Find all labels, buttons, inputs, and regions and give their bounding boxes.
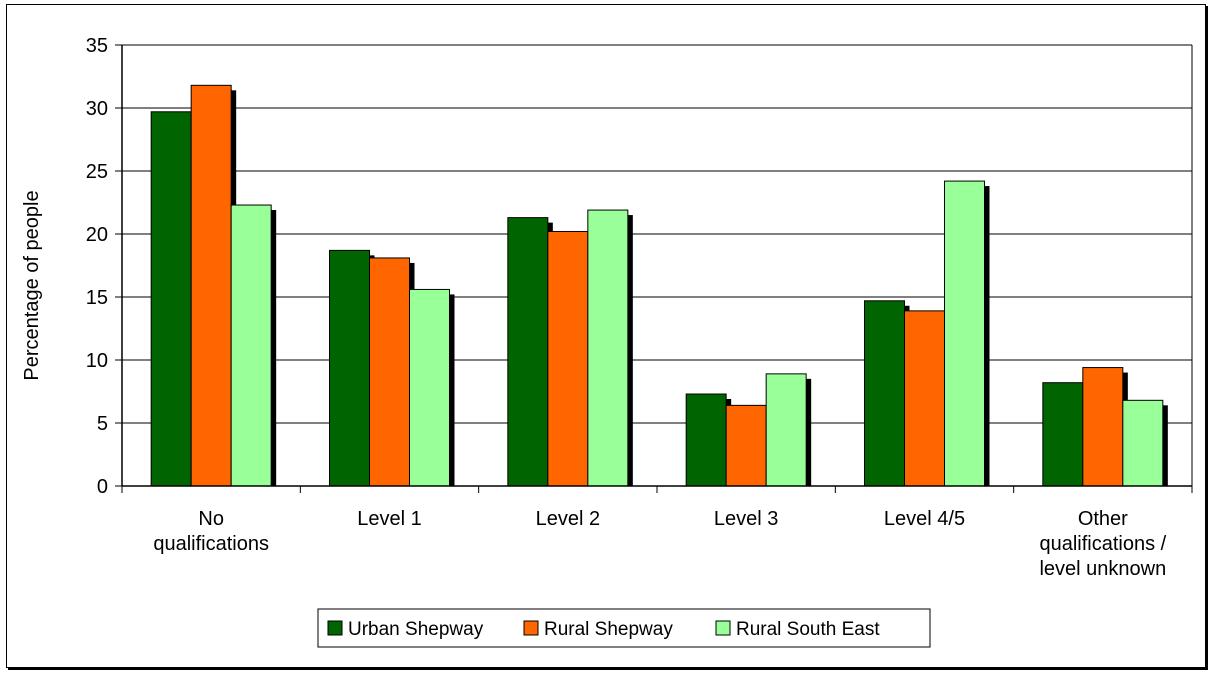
bar bbox=[1082, 367, 1124, 487]
legend-label: Rural South East bbox=[736, 619, 880, 640]
bar bbox=[329, 249, 370, 487]
y-tick-labels: 0 5 10 15 20 25 30 35 bbox=[86, 35, 108, 498]
category-label: Level 3 bbox=[714, 508, 779, 530]
bar bbox=[369, 257, 410, 487]
legend-swatch bbox=[327, 620, 343, 636]
bar bbox=[587, 209, 629, 487]
y-tick-label: 15 bbox=[86, 287, 108, 309]
legend-label: Urban Shepway bbox=[348, 619, 484, 640]
y-tick-label: 25 bbox=[86, 161, 108, 183]
y-tick-label: 0 bbox=[97, 476, 108, 498]
category-labels: No qualifications Level 1 Level 2 Level 3 Lev… bbox=[153, 508, 1166, 580]
y-tick-label: 35 bbox=[86, 35, 108, 57]
category-label: Other bbox=[1078, 508, 1128, 530]
legend-label: Rural Shepway bbox=[544, 619, 673, 640]
bar bbox=[507, 217, 549, 487]
category-label: qualifications bbox=[153, 533, 269, 555]
y-axis-title: Percentage of people bbox=[21, 190, 43, 380]
legend-box bbox=[317, 608, 931, 648]
legend-swatch bbox=[715, 620, 731, 636]
bar bbox=[409, 288, 450, 487]
bar bbox=[190, 84, 232, 487]
category-label: No bbox=[198, 508, 224, 530]
bar bbox=[230, 204, 272, 487]
category-label: level unknown bbox=[1039, 558, 1166, 580]
y-tick-label: 5 bbox=[97, 413, 108, 435]
y-tick-label: 10 bbox=[86, 350, 108, 372]
bar bbox=[685, 393, 727, 487]
category-label: qualifications / bbox=[1039, 533, 1166, 555]
gridlines bbox=[122, 44, 1192, 424]
bar bbox=[1122, 399, 1164, 487]
category-label: Level 2 bbox=[536, 508, 601, 530]
category-label: Level 4/5 bbox=[884, 508, 965, 530]
y-tick-label: 20 bbox=[86, 224, 108, 246]
legend-swatch bbox=[523, 620, 539, 636]
bar bbox=[150, 111, 192, 487]
category-label: Level 1 bbox=[357, 508, 422, 530]
bar bbox=[725, 404, 767, 487]
legend: Urban Shepway Rural Shepway Rural South Ea… bbox=[317, 608, 931, 648]
bar bbox=[547, 230, 589, 487]
bar bbox=[944, 180, 985, 487]
bars bbox=[150, 84, 1168, 487]
bar bbox=[864, 300, 905, 487]
y-tick-label: 30 bbox=[86, 98, 108, 120]
bar bbox=[904, 310, 945, 487]
axes bbox=[115, 44, 1193, 493]
bar bbox=[1042, 382, 1084, 487]
bar bbox=[765, 373, 807, 487]
